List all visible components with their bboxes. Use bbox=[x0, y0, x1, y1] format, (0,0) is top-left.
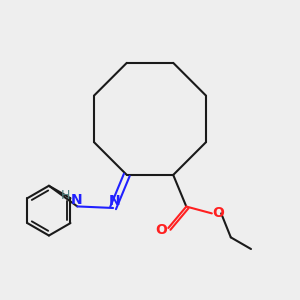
Text: N: N bbox=[109, 194, 121, 208]
Text: H: H bbox=[61, 189, 70, 202]
Text: N: N bbox=[70, 193, 82, 207]
Text: O: O bbox=[213, 206, 225, 220]
Text: O: O bbox=[155, 223, 167, 236]
